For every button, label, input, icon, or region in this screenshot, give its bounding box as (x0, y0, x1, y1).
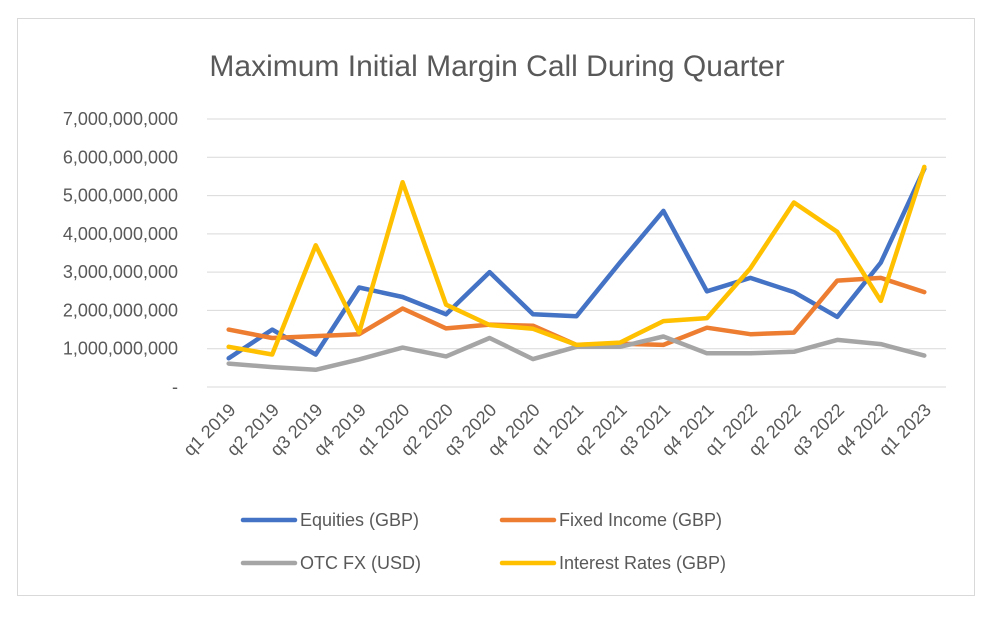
legend-label: Interest Rates (GBP) (559, 553, 726, 573)
series-line-equities-gbp (226, 166, 927, 361)
series-lines (226, 164, 927, 373)
y-tick-label: 6,000,000,000 (63, 147, 178, 167)
legend-label: Equities (GBP) (300, 510, 419, 530)
legend-item: Fixed Income (GBP) (499, 510, 722, 530)
legend-item: OTC FX (USD) (240, 553, 421, 573)
legend-item: Equities (GBP) (240, 510, 419, 530)
y-tick-label: 5,000,000,000 (63, 186, 178, 206)
series-line-fixed-income-gbp (226, 275, 927, 348)
chart-title: Maximum Initial Margin Call During Quart… (209, 50, 784, 83)
grid-lines (207, 118, 946, 388)
legend-label: Fixed Income (GBP) (559, 510, 722, 530)
legend-label: OTC FX (USD) (300, 553, 421, 573)
y-tick-label: 3,000,000,000 (63, 262, 178, 282)
legend: Equities (GBP) Fixed Income (GBP) OTC FX (… (240, 510, 726, 573)
y-tick-label: 7,000,000,000 (63, 109, 178, 129)
y-tick-label: 2,000,000,000 (63, 300, 178, 320)
series-line-otc-fx-usd (226, 334, 927, 373)
series-line-interest-rates-gbp (226, 164, 927, 357)
y-tick-label: 4,000,000,000 (63, 224, 178, 244)
legend-item: Interest Rates (GBP) (499, 553, 726, 573)
y-tick-label: 1,000,000,000 (63, 339, 178, 359)
y-axis-ticks: - 1,000,000,000 2,000,000,000 3,000,000,000… (63, 109, 178, 397)
y-tick-label: - (172, 377, 178, 397)
